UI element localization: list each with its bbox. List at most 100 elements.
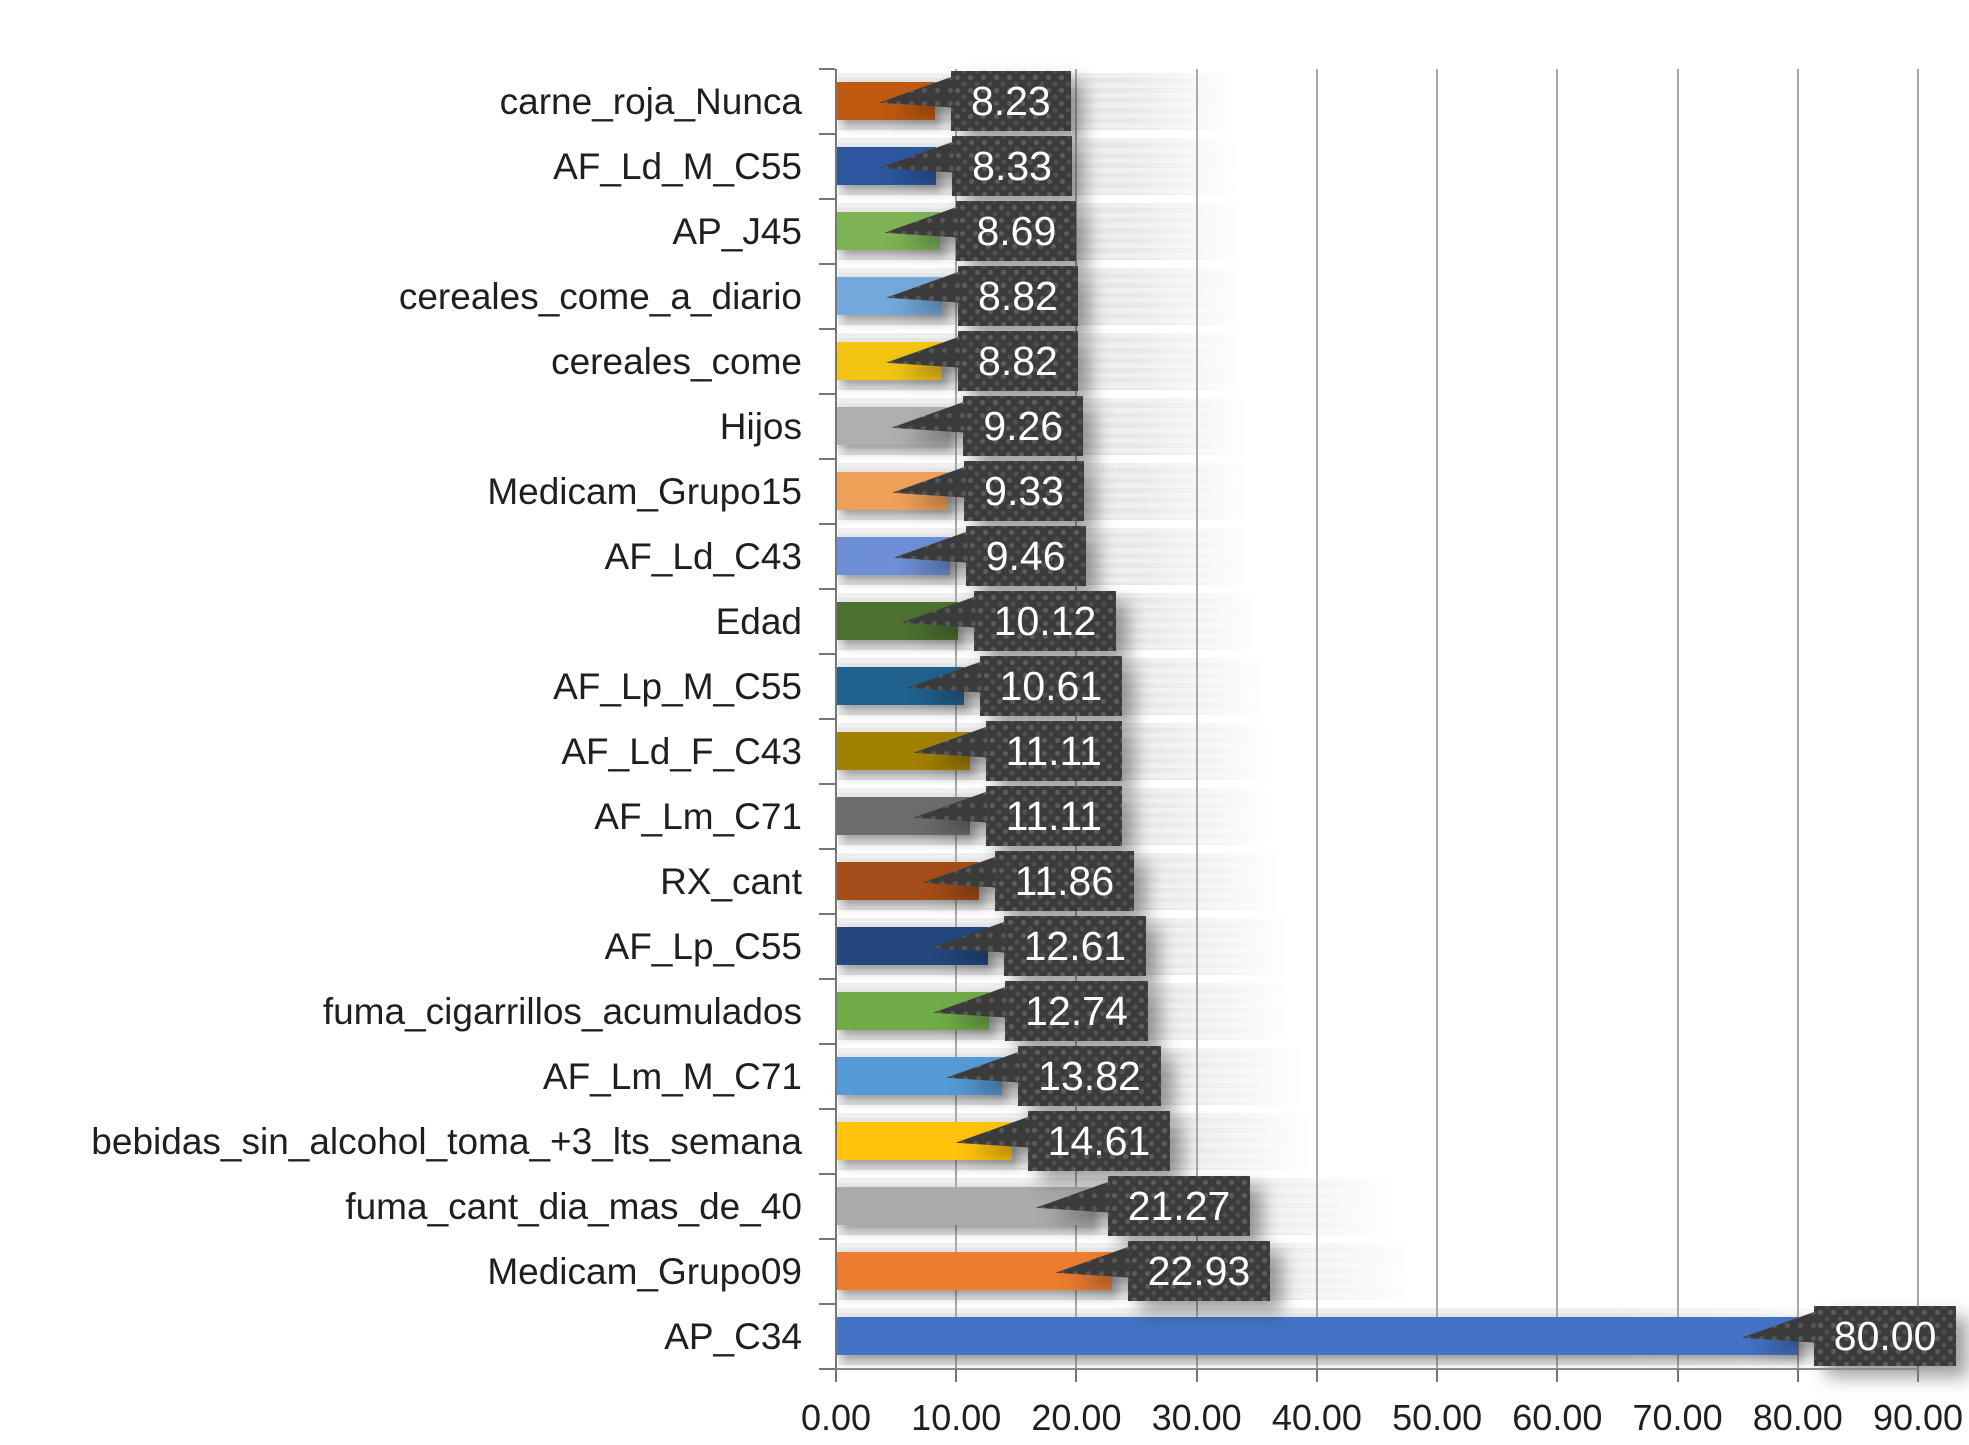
y-axis-tick [819,198,835,200]
x-axis-tick [955,1369,958,1382]
callout-value: 10.61 [980,656,1123,716]
callout-value: 12.74 [1005,981,1148,1041]
y-axis-tick [819,913,835,915]
y-axis-tick [819,1173,835,1175]
x-axis-tick [1195,1369,1198,1382]
category-label: AP_J45 [672,211,802,252]
category-label: bebidas_sin_alcohol_toma_+3_lts_semana [91,1121,802,1162]
callout-value: 9.33 [964,461,1084,521]
x-axis-label: 60.00 [1512,1397,1603,1438]
category-label: Medicam_Grupo09 [487,1251,802,1292]
x-axis-label: 50.00 [1392,1397,1483,1438]
y-axis-tick [819,523,835,525]
category-label: AF_Ld_F_C43 [561,731,802,772]
value-callout: 12.61 [931,916,1147,976]
callout-value: 11.11 [986,786,1123,846]
x-axis-label: 30.00 [1151,1397,1242,1438]
category-label: AF_Lp_C55 [604,926,802,967]
value-callout: 9.46 [893,526,1086,586]
value-callout: 21.27 [1035,1176,1251,1236]
x-axis-tick [1315,1369,1318,1382]
x-axis-line [836,1368,1918,1370]
value-callout: 8.33 [880,136,1072,196]
category-label: Medicam_Grupo15 [487,471,802,512]
x-axis-tick [1436,1369,1439,1382]
category-label: AF_Ld_M_C55 [553,146,802,187]
callout-value: 8.23 [951,71,1071,131]
callout-value: 9.46 [966,526,1086,586]
x-axis-label: 20.00 [1031,1397,1122,1438]
y-axis-tick [819,1238,835,1240]
x-axis-tick [1075,1369,1078,1382]
category-label: Hijos [719,406,802,447]
category-label: AP_C34 [664,1316,802,1357]
value-callout: 10.61 [907,656,1123,716]
y-axis-tick [819,458,835,460]
callout-value: 80.00 [1814,1306,1957,1366]
x-axis-tick [1796,1369,1799,1382]
x-axis-tick [1676,1369,1679,1382]
callout-value: 9.26 [963,396,1083,456]
callout-value: 13.82 [1018,1046,1161,1106]
value-callout: 22.93 [1055,1241,1271,1301]
y-axis-tick [819,133,835,135]
callout-value: 11.86 [995,851,1135,911]
x-axis-label: 90.00 [1872,1397,1964,1438]
gridline [1796,69,1799,1369]
gridline [1315,69,1318,1369]
x-axis-label: 0.00 [800,1397,872,1438]
category-label: Edad [715,601,802,642]
y-axis-tick [819,588,835,590]
y-axis-tick [819,718,835,720]
value-callout: 9.26 [891,396,1083,456]
category-label: fuma_cigarrillos_acumulados [322,991,802,1032]
y-axis-line [835,69,837,1382]
y-axis-tick [819,328,835,330]
callout-value: 8.82 [958,266,1078,326]
value-callout: 8.69 [884,201,1076,261]
value-callout: 13.82 [946,1046,1161,1106]
category-label: carne_roja_Nunca [499,81,802,122]
callout-value: 8.82 [958,331,1078,391]
x-axis-label: 40.00 [1271,1397,1362,1438]
value-callout: 8.23 [878,71,1071,131]
callout-value: 14.61 [1028,1111,1171,1171]
callout-value: 22.93 [1128,1241,1271,1301]
plot-area: 8.23 8.33 8.69 8.82 8.82 9.26 9.33 9.46 10.12 10.… [836,69,1937,1369]
category-label: AF_Lm_M_C71 [542,1056,802,1097]
y-axis-tick [819,1303,835,1305]
gridline [1676,69,1679,1369]
gridline [1917,69,1919,1369]
category-label: fuma_cant_dia_mas_de_40 [345,1186,802,1227]
x-axis-label: 80.00 [1752,1397,1843,1438]
value-callout: 8.82 [886,266,1078,326]
value-callout: 14.61 [955,1111,1171,1171]
y-axis-tick [819,978,835,980]
value-callout: 80.00 [1741,1306,1957,1366]
category-label: AF_Ld_C43 [604,536,802,577]
y-axis-tick [819,393,835,395]
y-axis-tick [819,1108,835,1110]
value-callout: 8.82 [886,331,1078,391]
y-axis-tick [819,1368,835,1370]
y-axis-tick [819,263,835,265]
y-axis-tick [819,653,835,655]
category-label: AF_Lm_C71 [594,796,802,837]
callout-value: 8.33 [952,136,1072,196]
category-label: cereales_come_a_diario [398,276,802,317]
x-axis-label: 70.00 [1632,1397,1723,1438]
x-axis-tick [835,1369,837,1382]
category-label: AF_Lp_M_C55 [553,666,802,707]
bar [836,1317,1798,1355]
x-axis-tick [1917,1369,1919,1382]
category-label: cereales_come [551,341,802,382]
gridline [955,69,958,1369]
value-callout: 11.11 [913,721,1123,781]
value-callout: 11.11 [913,786,1123,846]
y-axis-tick [819,848,835,850]
y-axis-tick [819,1043,835,1045]
x-axis-tick [1556,1369,1559,1382]
value-callout: 9.33 [892,461,1084,521]
callout-value: 8.69 [956,201,1076,261]
